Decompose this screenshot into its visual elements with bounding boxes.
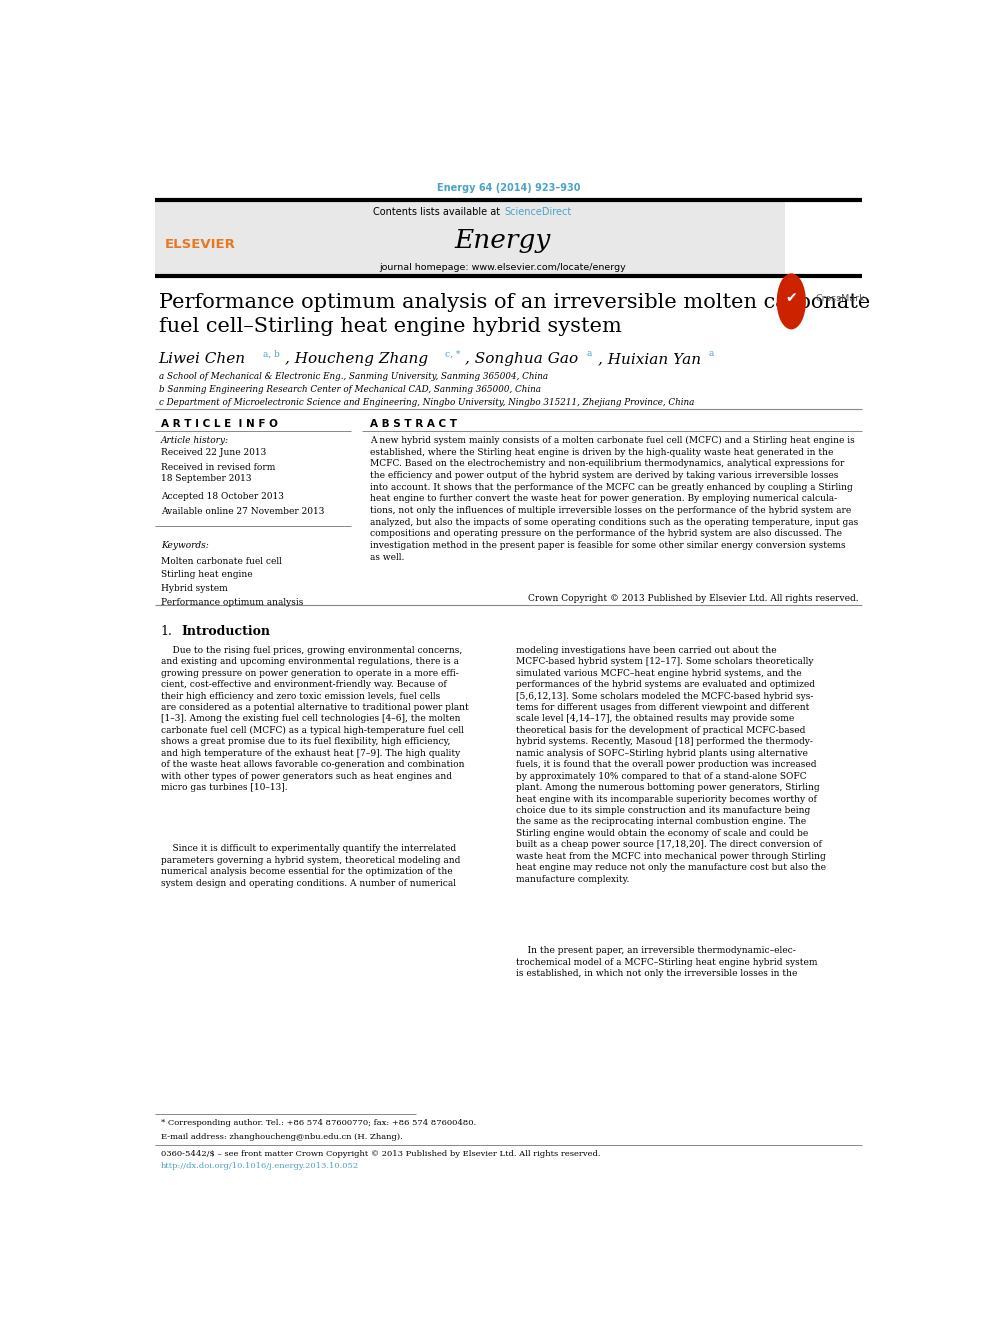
Ellipse shape	[777, 274, 806, 329]
Text: CrossMark: CrossMark	[815, 294, 866, 303]
Text: Crown Copyright © 2013 Published by Elsevier Ltd. All rights reserved.: Crown Copyright © 2013 Published by Else…	[528, 594, 858, 603]
Text: modeling investigations have been carried out about the
MCFC-based hybrid system: modeling investigations have been carrie…	[516, 646, 826, 884]
Text: http://dx.doi.org/10.1016/j.energy.2013.10.052: http://dx.doi.org/10.1016/j.energy.2013.…	[161, 1162, 359, 1170]
Text: Performance optimum analysis of an irreversible molten carbonate
fuel cell–Stirl: Performance optimum analysis of an irrev…	[159, 294, 870, 336]
Text: , Huixian Yan: , Huixian Yan	[597, 352, 700, 366]
Text: Received 22 June 2013: Received 22 June 2013	[161, 448, 266, 456]
Text: Introduction: Introduction	[182, 626, 271, 638]
Text: A B S T R A C T: A B S T R A C T	[370, 418, 457, 429]
Text: Molten carbonate fuel cell: Molten carbonate fuel cell	[161, 557, 282, 565]
Text: b Sanming Engineering Research Center of Mechanical CAD, Sanming 365000, China: b Sanming Engineering Research Center of…	[159, 385, 541, 394]
Text: Available online 27 November 2013: Available online 27 November 2013	[161, 507, 324, 516]
Text: ELSEVIER: ELSEVIER	[165, 238, 236, 251]
Text: c Department of Microelectronic Science and Engineering, Ningbo University, Ning: c Department of Microelectronic Science …	[159, 398, 694, 407]
Text: a School of Mechanical & Electronic Eng., Sanming University, Sanming 365004, Ch: a School of Mechanical & Electronic Eng.…	[159, 372, 548, 381]
Text: Since it is difficult to experimentally quantify the interrelated
parameters gov: Since it is difficult to experimentally …	[161, 844, 460, 888]
Text: Accepted 18 October 2013: Accepted 18 October 2013	[161, 492, 284, 501]
Text: journal homepage: www.elsevier.com/locate/energy: journal homepage: www.elsevier.com/locat…	[380, 263, 626, 271]
Text: , Songhua Gao: , Songhua Gao	[464, 352, 577, 366]
Text: ScienceDirect: ScienceDirect	[505, 206, 571, 217]
Text: Article history:: Article history:	[161, 435, 229, 445]
Text: Due to the rising fuel prices, growing environmental concerns,
and existing and : Due to the rising fuel prices, growing e…	[161, 646, 468, 792]
Text: 1.: 1.	[161, 626, 173, 638]
Text: a, b: a, b	[263, 349, 280, 359]
Text: Energy 64 (2014) 923–930: Energy 64 (2014) 923–930	[436, 183, 580, 193]
Text: c, *: c, *	[444, 349, 460, 359]
Text: A new hybrid system mainly consists of a molten carbonate fuel cell (MCFC) and a: A new hybrid system mainly consists of a…	[370, 435, 858, 561]
Text: Energy: Energy	[455, 228, 552, 253]
Text: a: a	[586, 349, 591, 359]
Text: Stirling heat engine: Stirling heat engine	[161, 570, 253, 579]
Text: Liwei Chen: Liwei Chen	[159, 352, 246, 366]
Text: Keywords:: Keywords:	[161, 541, 208, 550]
Text: , Houcheng Zhang: , Houcheng Zhang	[286, 352, 429, 366]
Text: Hybrid system: Hybrid system	[161, 583, 227, 593]
Text: Performance optimum analysis: Performance optimum analysis	[161, 598, 304, 607]
Text: 0360-5442/$ – see front matter Crown Copyright © 2013 Published by Elsevier Ltd.: 0360-5442/$ – see front matter Crown Cop…	[161, 1150, 600, 1158]
Text: Contents lists available at: Contents lists available at	[373, 206, 503, 217]
Text: ✔: ✔	[786, 291, 798, 306]
Text: E-mail address: zhanghoucheng@nbu.edu.cn (H. Zhang).: E-mail address: zhanghoucheng@nbu.edu.cn…	[161, 1132, 403, 1140]
Text: A R T I C L E  I N F O: A R T I C L E I N F O	[161, 418, 278, 429]
FancyBboxPatch shape	[155, 201, 786, 275]
Text: In the present paper, an irreversible thermodynamic–elec-
trochemical model of a: In the present paper, an irreversible th…	[516, 946, 817, 978]
Text: Received in revised form
18 September 2013: Received in revised form 18 September 20…	[161, 463, 275, 483]
Text: * Corresponding author. Tel.: +86 574 87600770; fax: +86 574 87600480.: * Corresponding author. Tel.: +86 574 87…	[161, 1119, 476, 1127]
Text: a: a	[708, 349, 713, 359]
